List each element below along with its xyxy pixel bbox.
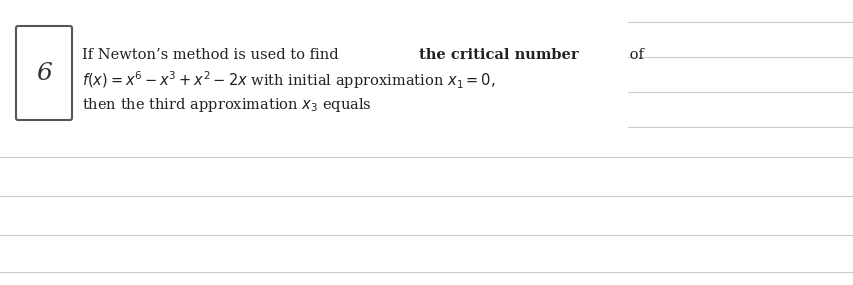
FancyBboxPatch shape <box>16 26 72 120</box>
Text: $f(x) = x^6 - x^3 + x^2 - 2x$ with initial approximation $x_1 = 0,$: $f(x) = x^6 - x^3 + x^2 - 2x$ with initi… <box>82 69 495 91</box>
Text: then the third approximation $x_3$ equals: then the third approximation $x_3$ equal… <box>82 96 371 114</box>
Text: 6: 6 <box>36 62 52 84</box>
Text: the critical number: the critical number <box>419 48 578 62</box>
Text: of: of <box>624 48 643 62</box>
Text: If Newton’s method is used to find: If Newton’s method is used to find <box>82 48 343 62</box>
